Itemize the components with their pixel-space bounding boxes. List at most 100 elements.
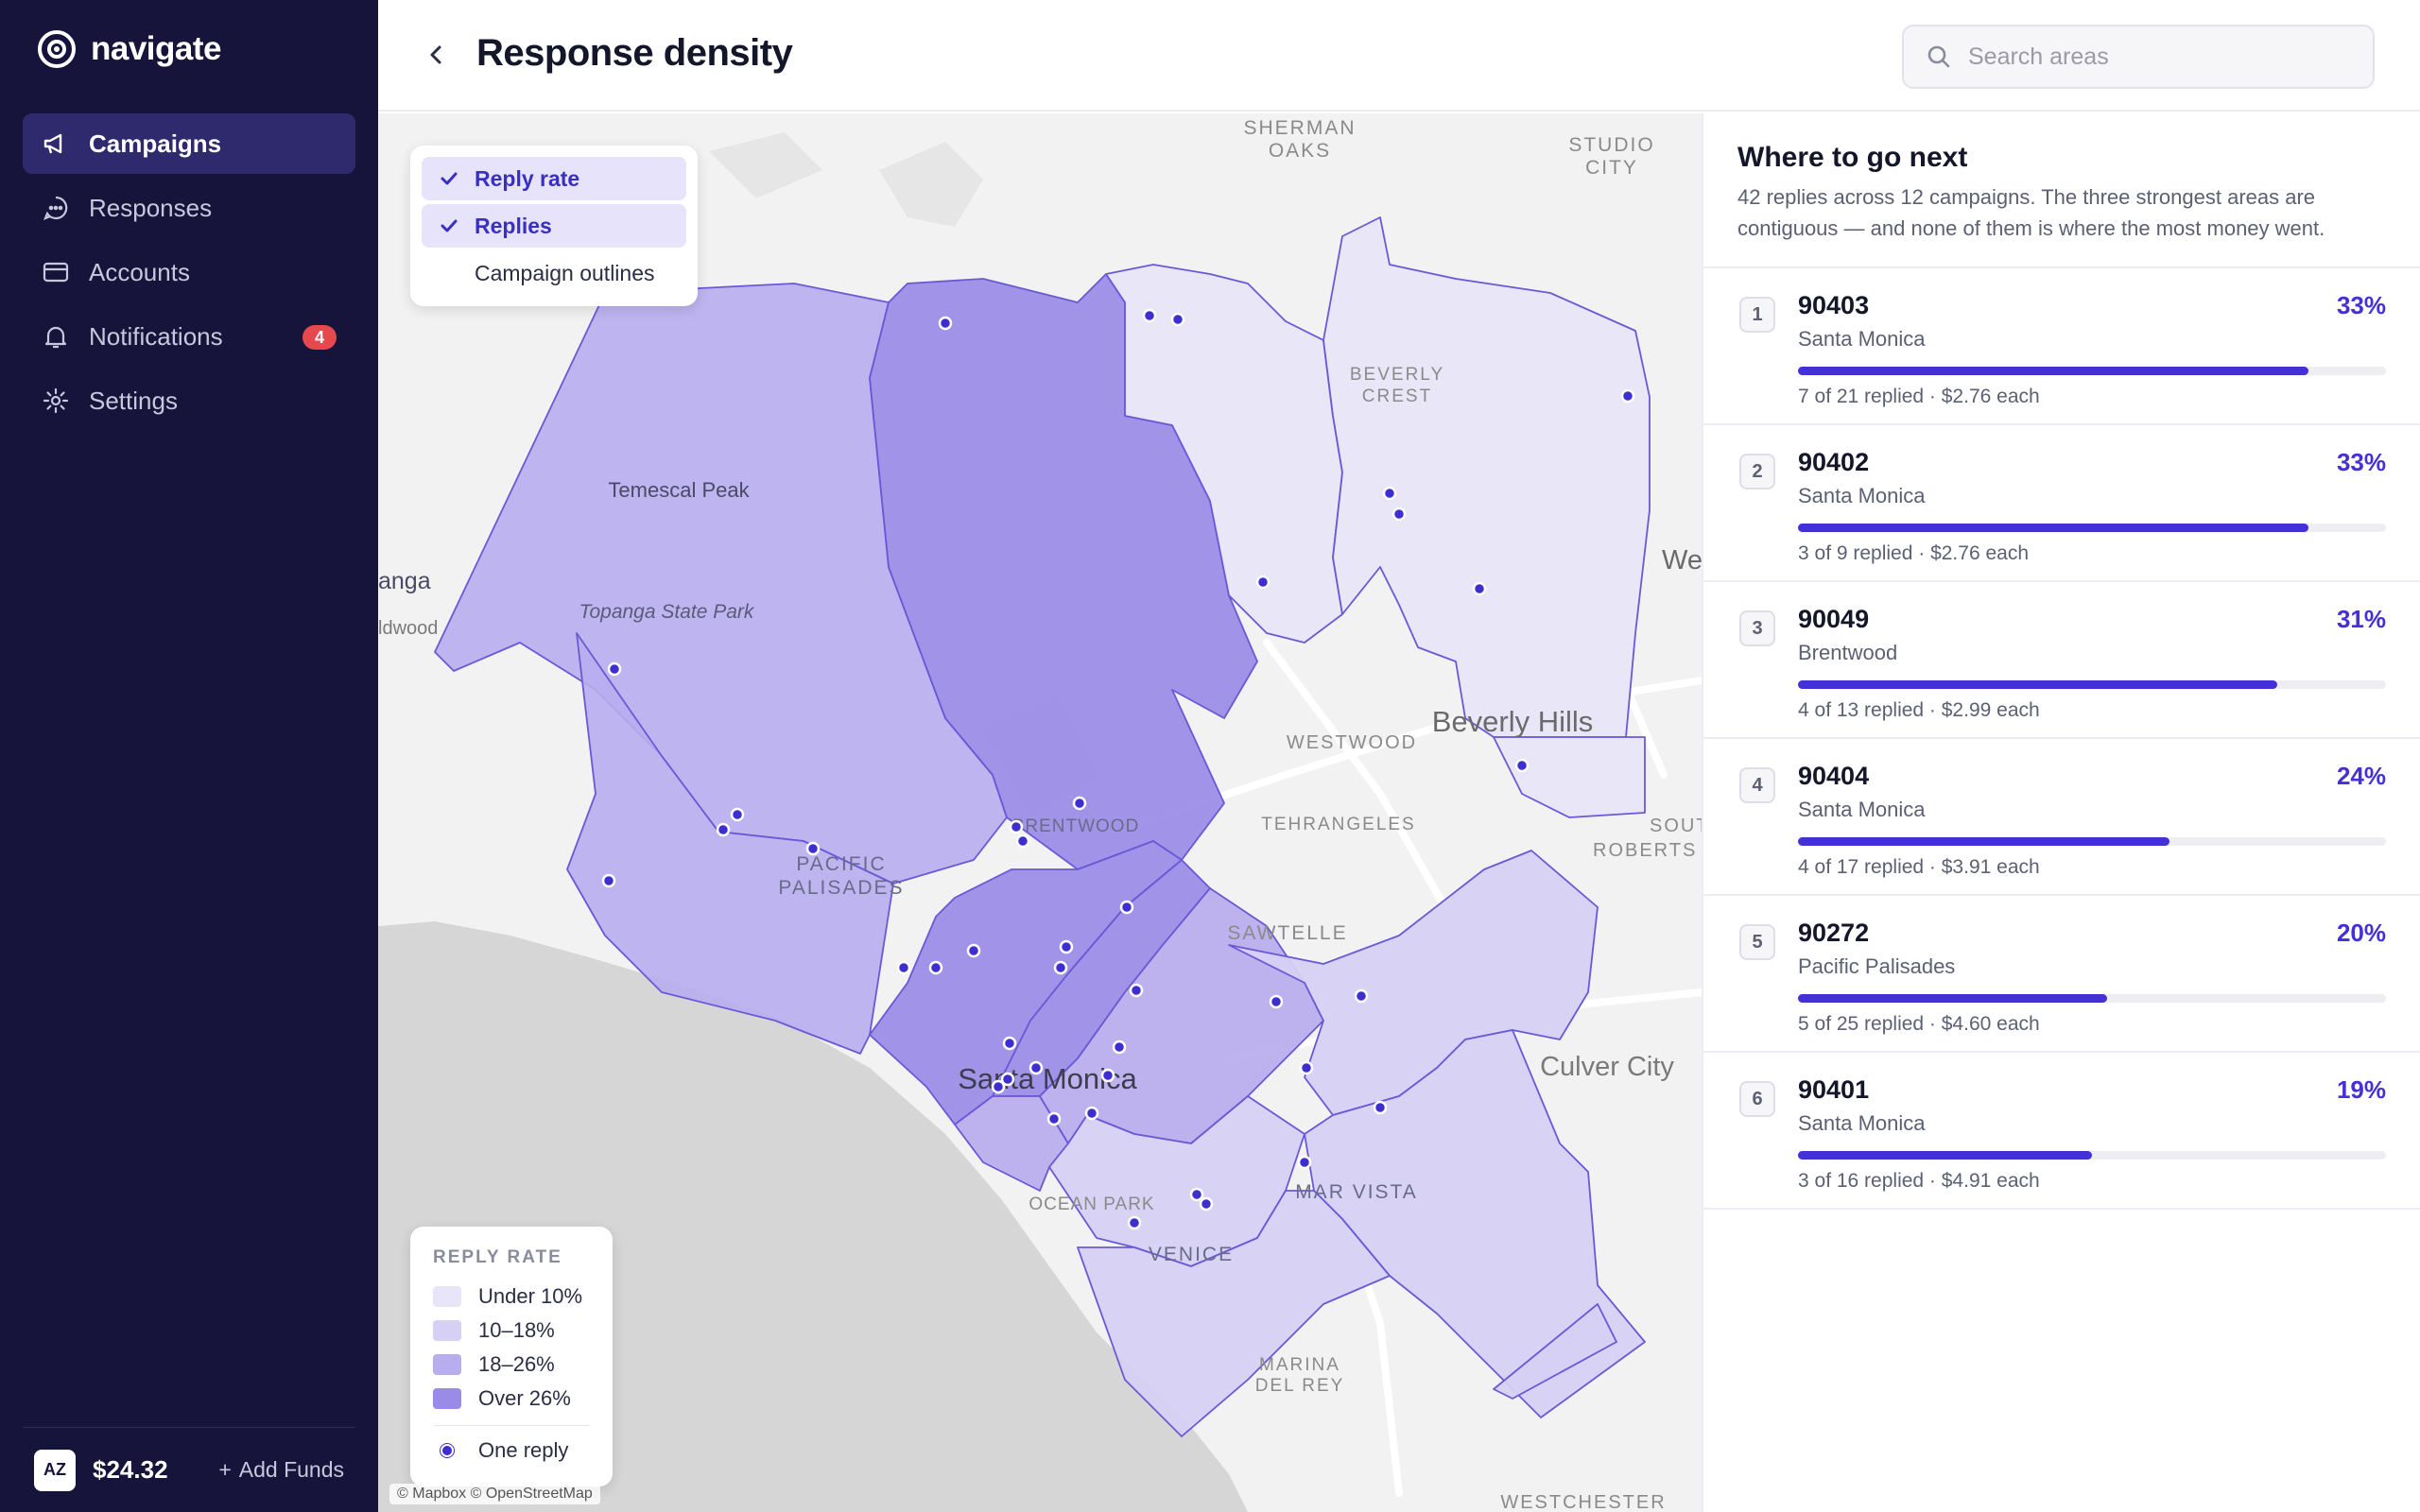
reply-rate-bar <box>1798 367 2386 375</box>
search-box[interactable] <box>1902 25 2375 89</box>
sidebar: navigate Campaigns Responses Accounts <box>0 0 378 1512</box>
map-attribution[interactable]: © Mapbox © OpenStreetMap <box>389 1484 600 1504</box>
map-canvas[interactable]: SHERMAN OAKS STUDIO CITY BEVERLY CREST T… <box>378 113 1702 1512</box>
reply-dot[interactable] <box>1269 994 1284 1009</box>
reply-dot[interactable] <box>1072 796 1087 811</box>
reply-dot[interactable] <box>1354 988 1369 1004</box>
reply-dot[interactable] <box>1472 581 1487 596</box>
reply-dot[interactable] <box>1514 758 1530 773</box>
legend-item: Over 26% <box>433 1382 590 1416</box>
reply-dot[interactable] <box>1299 1060 1314 1075</box>
reply-dot[interactable] <box>716 822 731 837</box>
reply-rate-bar <box>1798 680 2386 689</box>
reply-dot[interactable] <box>1009 819 1024 834</box>
reply-dot[interactable] <box>1015 833 1030 849</box>
reply-dot[interactable] <box>1373 1100 1388 1115</box>
sidebar-item-settings[interactable]: Settings <box>23 370 355 431</box>
reply-dot[interactable] <box>730 807 745 822</box>
checkmark-icon <box>441 219 458 232</box>
reply-dot[interactable] <box>1000 1072 1015 1087</box>
reply-dot[interactable] <box>1297 1155 1312 1170</box>
legend-swatch <box>433 1286 461 1307</box>
label-westwood: WESTWOOD <box>1287 732 1417 753</box>
reply-dot[interactable] <box>1112 1040 1127 1055</box>
city-name: Santa Monica <box>1798 1111 1926 1135</box>
city-name: Brentwood <box>1798 641 1898 664</box>
zip-regions <box>434 216 1651 1437</box>
ranked-area-item[interactable]: 5 90272 20% Pacific Palisades 5 of 25 re… <box>1703 896 2420 1053</box>
reply-dots <box>601 308 1635 1230</box>
label-topanga: anga <box>378 568 431 594</box>
ranked-area-item[interactable]: 4 90404 24% Santa Monica 4 of 17 replied… <box>1703 739 2420 896</box>
ranked-area-item[interactable]: 2 90402 33% Santa Monica 3 of 9 replied … <box>1703 425 2420 582</box>
zip-90211-region[interactable] <box>1493 736 1646 818</box>
reply-dot[interactable] <box>1392 507 1407 522</box>
layer-label: Campaign outlines <box>475 260 655 285</box>
reply-dot[interactable] <box>928 960 943 975</box>
reply-dot[interactable] <box>1046 1111 1062 1126</box>
reply-rate-bar <box>1798 837 2386 846</box>
ranked-area-item[interactable]: 3 90049 31% Brentwood 4 of 13 replied · … <box>1703 582 2420 739</box>
gear-icon <box>43 387 69 414</box>
reply-dot[interactable] <box>1059 939 1074 954</box>
ranked-area-item[interactable]: 6 90401 19% Santa Monica 3 of 16 replied… <box>1703 1053 2420 1210</box>
sidebar-item-accounts[interactable]: Accounts <box>23 242 355 302</box>
reply-dot[interactable] <box>1129 983 1144 998</box>
map-view[interactable]: SHERMAN OAKS STUDIO CITY BEVERLY CREST T… <box>378 113 1702 1512</box>
back-button[interactable] <box>418 36 456 74</box>
label-pacific: PACIFIC <box>796 853 886 875</box>
reply-rate-bar-fill <box>1798 367 2309 375</box>
layer-toggle-replies[interactable]: Replies <box>422 204 686 248</box>
reply-dot[interactable] <box>1002 1036 1017 1051</box>
layer-toggle-campaign-outlines[interactable]: Campaign outlines <box>422 251 686 295</box>
search-input[interactable] <box>1968 43 2346 71</box>
reply-rate: 31% <box>2336 605 2386 633</box>
zip-90292-region[interactable] <box>1493 1303 1617 1400</box>
brand[interactable]: navigate <box>36 28 222 70</box>
bell-icon <box>44 326 67 349</box>
reply-stats: 3 of 9 replied · $2.76 each <box>1798 542 2030 564</box>
reply-rate-bar-fill <box>1798 837 2169 846</box>
label-topanga-state-park: Topanga State Park <box>579 601 755 623</box>
reply-dot[interactable] <box>1119 900 1134 915</box>
reply-dot[interactable] <box>1084 1106 1099 1121</box>
reply-rate-bar-fill <box>1798 680 2278 689</box>
label-westchester: WESTCHESTER <box>1500 1492 1666 1512</box>
layer-toggle-reply-rate[interactable]: Reply rate <box>422 157 686 200</box>
rank-number: 4 <box>1739 767 1775 803</box>
avatar[interactable]: AZ <box>34 1449 76 1491</box>
layer-label: Replies <box>475 213 552 238</box>
reply-dot[interactable] <box>1620 388 1635 404</box>
reply-dot[interactable] <box>1028 1060 1044 1075</box>
sidebar-item-responses[interactable]: Responses <box>23 178 355 238</box>
ranked-area-item[interactable]: 1 90403 33% Santa Monica 7 of 21 replied… <box>1703 268 2420 425</box>
zip-code: 90402 <box>1798 448 1870 476</box>
sidebar-item-notifications[interactable]: Notifications 4 <box>23 306 355 367</box>
reply-dot[interactable] <box>1382 486 1397 501</box>
label-sawtelle: SAWTELLE <box>1227 922 1347 944</box>
reply-dot[interactable] <box>938 316 953 331</box>
sidebar-item-campaigns[interactable]: Campaigns <box>23 113 355 174</box>
reply-dot[interactable] <box>607 662 622 677</box>
reply-dot[interactable] <box>1053 960 1068 975</box>
reply-dot[interactable] <box>601 873 616 888</box>
reply-rate-bar-fill <box>1798 994 2108 1003</box>
reply-dot[interactable] <box>1199 1196 1214 1211</box>
reply-dot[interactable] <box>1142 308 1157 323</box>
label-oaks: OAKS <box>1269 140 1331 162</box>
reply-dot[interactable] <box>896 960 911 975</box>
reply-dot[interactable] <box>1170 312 1185 327</box>
reply-rate: 33% <box>2336 448 2386 476</box>
reply-dot[interactable] <box>1100 1068 1115 1083</box>
add-funds-button[interactable]: + Add Funds <box>218 1457 344 1483</box>
reply-dot[interactable] <box>805 841 821 856</box>
reply-dot[interactable] <box>966 943 981 958</box>
reply-dot[interactable] <box>991 1079 1006 1094</box>
legend-swatch <box>433 1354 461 1375</box>
zip-90210-region[interactable] <box>1322 216 1651 738</box>
label-wildwood: ldwood <box>378 618 438 639</box>
reply-dot[interactable] <box>1189 1187 1204 1202</box>
reply-dot[interactable] <box>1255 575 1270 590</box>
reply-dot[interactable] <box>1127 1215 1142 1230</box>
zip-90291-region[interactable] <box>1077 1190 1391 1437</box>
